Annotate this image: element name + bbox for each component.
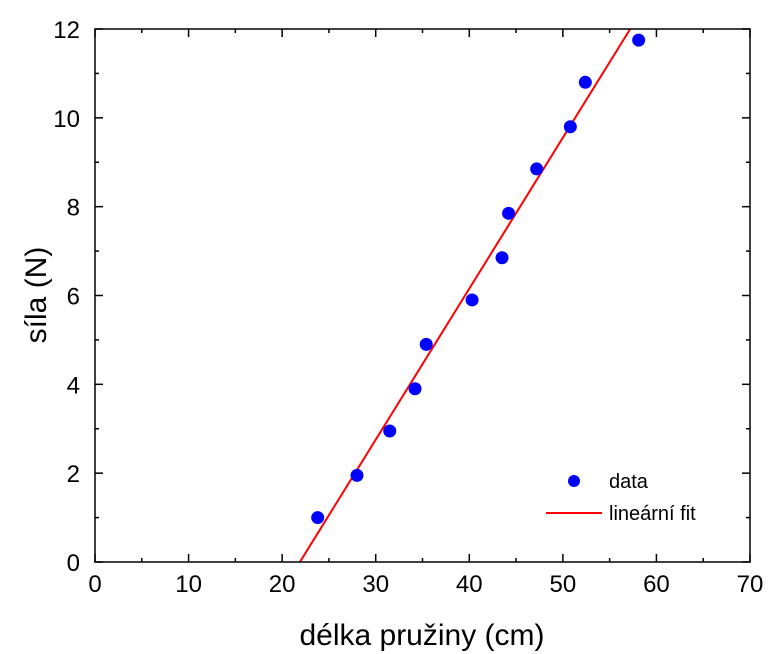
y-tick-label: 0 <box>67 550 80 577</box>
legend-fit-label: lineární fit <box>609 503 696 525</box>
x-tick-label: 0 <box>88 571 101 598</box>
fit-line-layer <box>299 28 632 563</box>
x-tick-label: 40 <box>456 571 483 598</box>
x-tick-labels: 0 10 20 30 40 50 60 70 <box>88 571 763 598</box>
x-tick-label: 60 <box>643 571 670 598</box>
y-tick-label: 4 <box>67 372 80 399</box>
data-point <box>563 120 577 134</box>
data-point <box>465 293 479 307</box>
data-point <box>578 75 592 89</box>
legend: data lineární fit <box>546 471 696 525</box>
x-tick-label: 20 <box>269 571 296 598</box>
plot-frame <box>94 28 751 563</box>
y-tick-label: 12 <box>53 17 80 44</box>
y-tick-label: 10 <box>53 106 80 133</box>
x-tick-label: 50 <box>550 571 577 598</box>
legend-data-marker <box>568 475 580 487</box>
data-point <box>350 468 364 482</box>
data-point <box>530 162 544 176</box>
data-points-layer <box>311 33 646 525</box>
y-axis-title: síla (N) <box>20 247 53 344</box>
x-tick-label: 70 <box>737 571 764 598</box>
x-tick-label: 30 <box>362 571 389 598</box>
data-point <box>502 206 516 220</box>
legend-data-label: data <box>609 471 649 493</box>
y-tick-labels: 0 2 4 6 8 10 12 <box>53 17 80 577</box>
x-axis-title: délka pružiny (cm) <box>299 619 544 652</box>
y-tick-label: 6 <box>67 284 80 311</box>
y-tick-label: 2 <box>67 461 80 488</box>
data-point <box>419 337 433 351</box>
data-point <box>408 382 422 396</box>
data-point <box>383 424 397 438</box>
x-tick-label: 10 <box>175 571 202 598</box>
data-point <box>495 251 509 265</box>
ticks-layer <box>94 28 751 563</box>
fit-line <box>299 28 632 563</box>
data-point <box>632 33 646 47</box>
data-point <box>311 511 325 525</box>
y-tick-label: 8 <box>67 195 80 222</box>
